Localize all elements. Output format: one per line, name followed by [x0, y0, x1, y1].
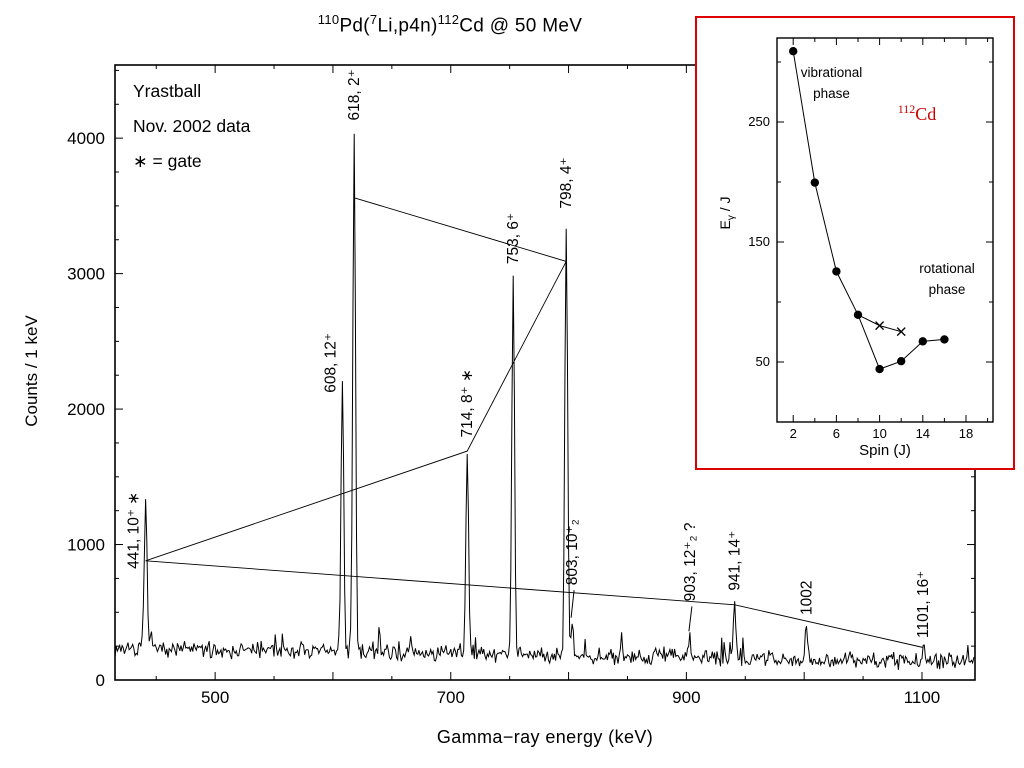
inset-frame [776, 37, 994, 423]
inset-plot-canvas: 2 6 10 14 18 50 150 250 [748, 37, 994, 441]
vibrational-phase-label: vibrational phase [779, 62, 884, 104]
x-tick-label: 1100 [904, 688, 941, 707]
y-axis-label: Counts / 1 keV [22, 315, 41, 427]
legend: Yrastball Nov. 2002 data ∗ = gate [133, 74, 250, 179]
nuclide-mass-superscript: 112 [897, 102, 916, 116]
x-tick-label: 900 [672, 688, 700, 707]
legend-line-dataset: Nov. 2002 data [133, 116, 251, 136]
data-point-circle [918, 337, 927, 346]
x-tick-label: 500 [201, 688, 229, 707]
spectrum-trace [114, 133, 976, 670]
peak-label: 618, 2⁺ [346, 69, 363, 120]
nuclide-symbol: Cd [915, 104, 937, 124]
data-point-circle [940, 335, 949, 344]
inset-y-tick-label: 150 [748, 234, 770, 249]
x-tick-label: 700 [437, 688, 465, 707]
x-axis-label: Gamma−ray energy (keV) [436, 727, 654, 747]
inset-x-tick-label: 10 [872, 426, 886, 441]
inset-x-tick-label: 2 [790, 426, 797, 441]
peak-label: 798, 4⁺ [558, 157, 575, 208]
inset-x-tick-label: 14 [916, 426, 930, 441]
title-beam-superscript: 7 [369, 12, 378, 27]
annotation-line: phase [813, 86, 850, 101]
annotation-line: rotational [919, 261, 975, 276]
y-tick-label: 0 [96, 671, 105, 690]
peak-label: 753, 6⁺ [505, 213, 522, 264]
plot-title: 110Pd(7Li,p4n)112Cd @ 50 MeV [130, 12, 770, 37]
peak-label: 1101, 16⁺ [915, 571, 932, 638]
nuclide-label: 112Cd [872, 102, 962, 125]
data-point-cross [896, 327, 906, 337]
data-point-circle [897, 356, 906, 366]
data-point-circle [875, 364, 884, 374]
peak-label: 441, 10⁺ ∗ [126, 492, 143, 569]
legend-line-gate-key: ∗ = gate [133, 151, 202, 171]
y-tick-label: 3000 [67, 265, 105, 284]
inset-y-tick-label: 250 [748, 114, 770, 129]
peak-label: 903, 12⁺₂ ? [682, 522, 699, 601]
inset-y-tick-label: 50 [756, 354, 770, 369]
band-connector-line [145, 197, 924, 648]
inset-series-line-1 [792, 51, 945, 370]
inset-panel: 2 6 10 14 18 50 150 250 vibrational phase rotat… [695, 16, 1015, 470]
inset-x-axis-label: Spin (J) [859, 442, 911, 459]
y-tick-label: 2000 [67, 400, 105, 419]
rotational-phase-label: rotational phase [892, 258, 1002, 300]
inset-x-tick-label: 6 [833, 426, 840, 441]
title-mass-superscript: 110 [317, 12, 340, 27]
inset-y-axis-label: Eγ / J [717, 196, 737, 230]
data-point-circle [810, 178, 819, 187]
peak-label: 608, 12⁺ [322, 333, 339, 393]
peak-label: 1002 [799, 581, 816, 615]
gamma-subscript: γ [725, 215, 737, 221]
y-tick-label: 1000 [67, 536, 105, 555]
peak-label: 941, 14⁺ [727, 531, 744, 591]
inset-x-tick-label: 18 [959, 426, 973, 441]
title-text: Li,p4n) [377, 15, 438, 37]
title-text: Cd @ 50 MeV [459, 15, 583, 37]
legend-line-detector: Yrastball [133, 81, 202, 101]
peak-leader-line [570, 590, 575, 618]
data-point-circle [789, 47, 798, 56]
title-text: Pd( [339, 15, 370, 37]
data-point-cross [875, 321, 885, 331]
inset-series-line-2 [857, 314, 902, 333]
title-product-superscript: 112 [437, 12, 460, 27]
peak-label: 803, 10⁺₂ [564, 519, 581, 585]
peak-leader-line [688, 606, 693, 632]
annotation-line: vibrational [800, 65, 863, 80]
data-point-circle [832, 267, 841, 276]
y-tick-label: 4000 [67, 129, 105, 148]
peak-label: 714, 8⁺ ∗ [459, 369, 476, 438]
annotation-line: phase [928, 282, 966, 297]
